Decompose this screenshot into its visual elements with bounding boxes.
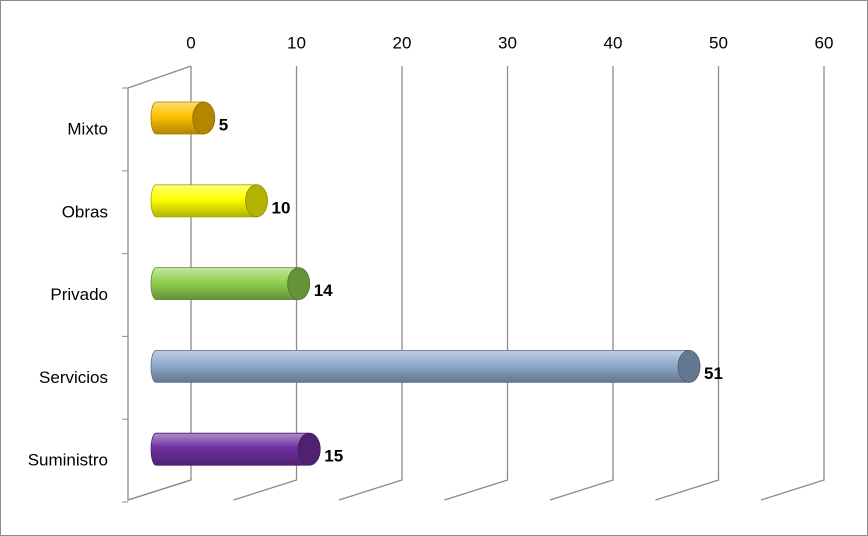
value-label: 5	[219, 115, 228, 134]
x-tick-label: 20	[393, 33, 412, 52]
grid-line	[338, 66, 403, 501]
value-label: 10	[272, 198, 291, 217]
x-tick-label: 40	[604, 33, 623, 52]
y-tick-label: Obras	[62, 202, 108, 221]
x-tick-label: 30	[498, 33, 517, 52]
y-tick-label: Mixto	[67, 119, 108, 138]
x-tick-label: 0	[186, 33, 195, 52]
bar-cap	[192, 101, 216, 135]
bar	[150, 432, 310, 466]
bar	[150, 350, 690, 383]
y-tick-label: Servicios	[39, 368, 108, 387]
bar	[150, 267, 300, 300]
grid-line	[233, 66, 298, 501]
grid-line	[549, 66, 614, 501]
x-tick-label: 10	[287, 33, 306, 52]
bar	[150, 184, 257, 218]
x-tick-label: 50	[709, 33, 728, 52]
value-label: 15	[324, 447, 343, 466]
grid-line	[655, 66, 720, 501]
bar-cap	[245, 184, 268, 218]
x-tick-label: 60	[815, 33, 834, 52]
bar-cap	[287, 267, 311, 301]
bar-cap	[677, 349, 701, 383]
value-label: 14	[314, 281, 333, 300]
bar	[150, 101, 205, 135]
value-label: 51	[704, 364, 723, 383]
y-tick-label: Privado	[50, 285, 108, 304]
bar-cap	[297, 432, 321, 466]
grid-line	[760, 66, 825, 501]
y-tick-label: Suministro	[28, 451, 108, 470]
grid-line	[444, 66, 509, 501]
